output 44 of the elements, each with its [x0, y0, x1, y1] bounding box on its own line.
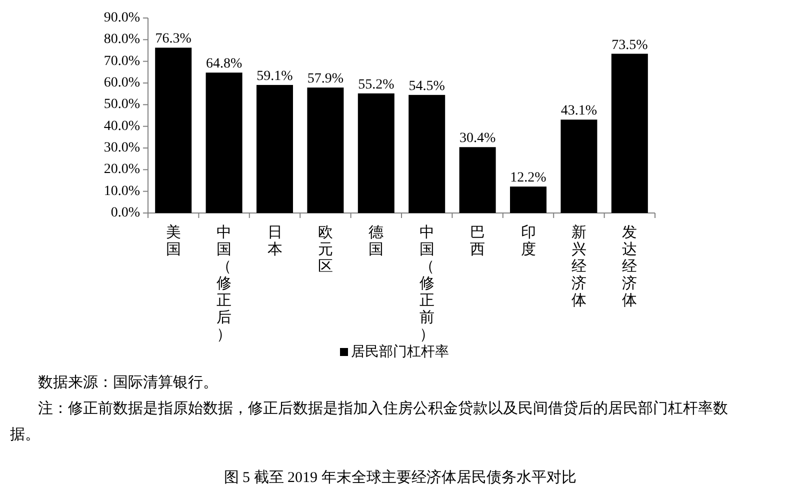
x-tick-label: 德国: [368, 225, 384, 258]
data-label: 73.5%: [612, 38, 648, 53]
y-tick-label: 40.0%: [104, 118, 140, 134]
data-label: 43.1%: [560, 104, 598, 119]
caption: 图 5 截至 2019 年末全球主要经济体居民债务水平对比: [222, 468, 578, 488]
y-tick-label: 30.0%: [104, 140, 140, 156]
y-tick-label: 80.0%: [104, 32, 140, 48]
bar: [510, 186, 546, 213]
bar: [611, 54, 648, 213]
y-tick-label: 90.0%: [104, 10, 140, 26]
bar: [560, 120, 598, 213]
bar: [459, 147, 496, 213]
text: 注：修正前数据是指原始数据，修正后数据是指加入住房公积金贷款以及民间借贷后的居民部门杠杆率数据。: [10, 399, 729, 445]
data-label: 12.2%: [510, 170, 547, 186]
x-tick-label: 发达经济体: [622, 225, 638, 309]
bar: [256, 84, 293, 213]
data-label: 76.3%: [155, 32, 192, 47]
x-tick-label: 美国: [166, 224, 181, 258]
data-label: 59.1%: [256, 68, 294, 84]
x-tick-label: 新兴经济体: [571, 224, 586, 309]
x-tick-label: 日本: [267, 225, 282, 258]
x-tick-label: 印度: [520, 224, 536, 258]
bar: [358, 93, 394, 213]
data-label: 54.5%: [408, 78, 446, 94]
x-tick-label: 欧元区: [318, 225, 333, 275]
y-tick-label: 0.0%: [110, 206, 140, 220]
data-label: 30.4%: [459, 131, 496, 146]
legend-label: 居民部门杠杆率: [351, 344, 449, 360]
x-tick-label: 中国（修正前）: [419, 224, 434, 343]
source-note: 数据来源：国际清算银行。: [38, 374, 219, 393]
y-tick-label: 50.0%: [104, 97, 140, 112]
x-tick-label: 巴西: [470, 225, 486, 258]
y-tick-label: 70.0%: [104, 54, 140, 69]
data-label: 64.8%: [206, 56, 242, 72]
y-tick-label: 20.0%: [104, 162, 140, 178]
bar: [155, 48, 192, 213]
data-label: 55.2%: [358, 77, 395, 92]
bar: [408, 94, 446, 213]
bar: [206, 72, 242, 213]
data-label: 57.9%: [307, 72, 344, 87]
x-tick-label: 中国（修正后）: [216, 224, 232, 343]
y-tick-label: 60.0%: [104, 76, 140, 90]
bar: [307, 88, 344, 213]
y-tick-label: 10.0%: [104, 184, 140, 199]
